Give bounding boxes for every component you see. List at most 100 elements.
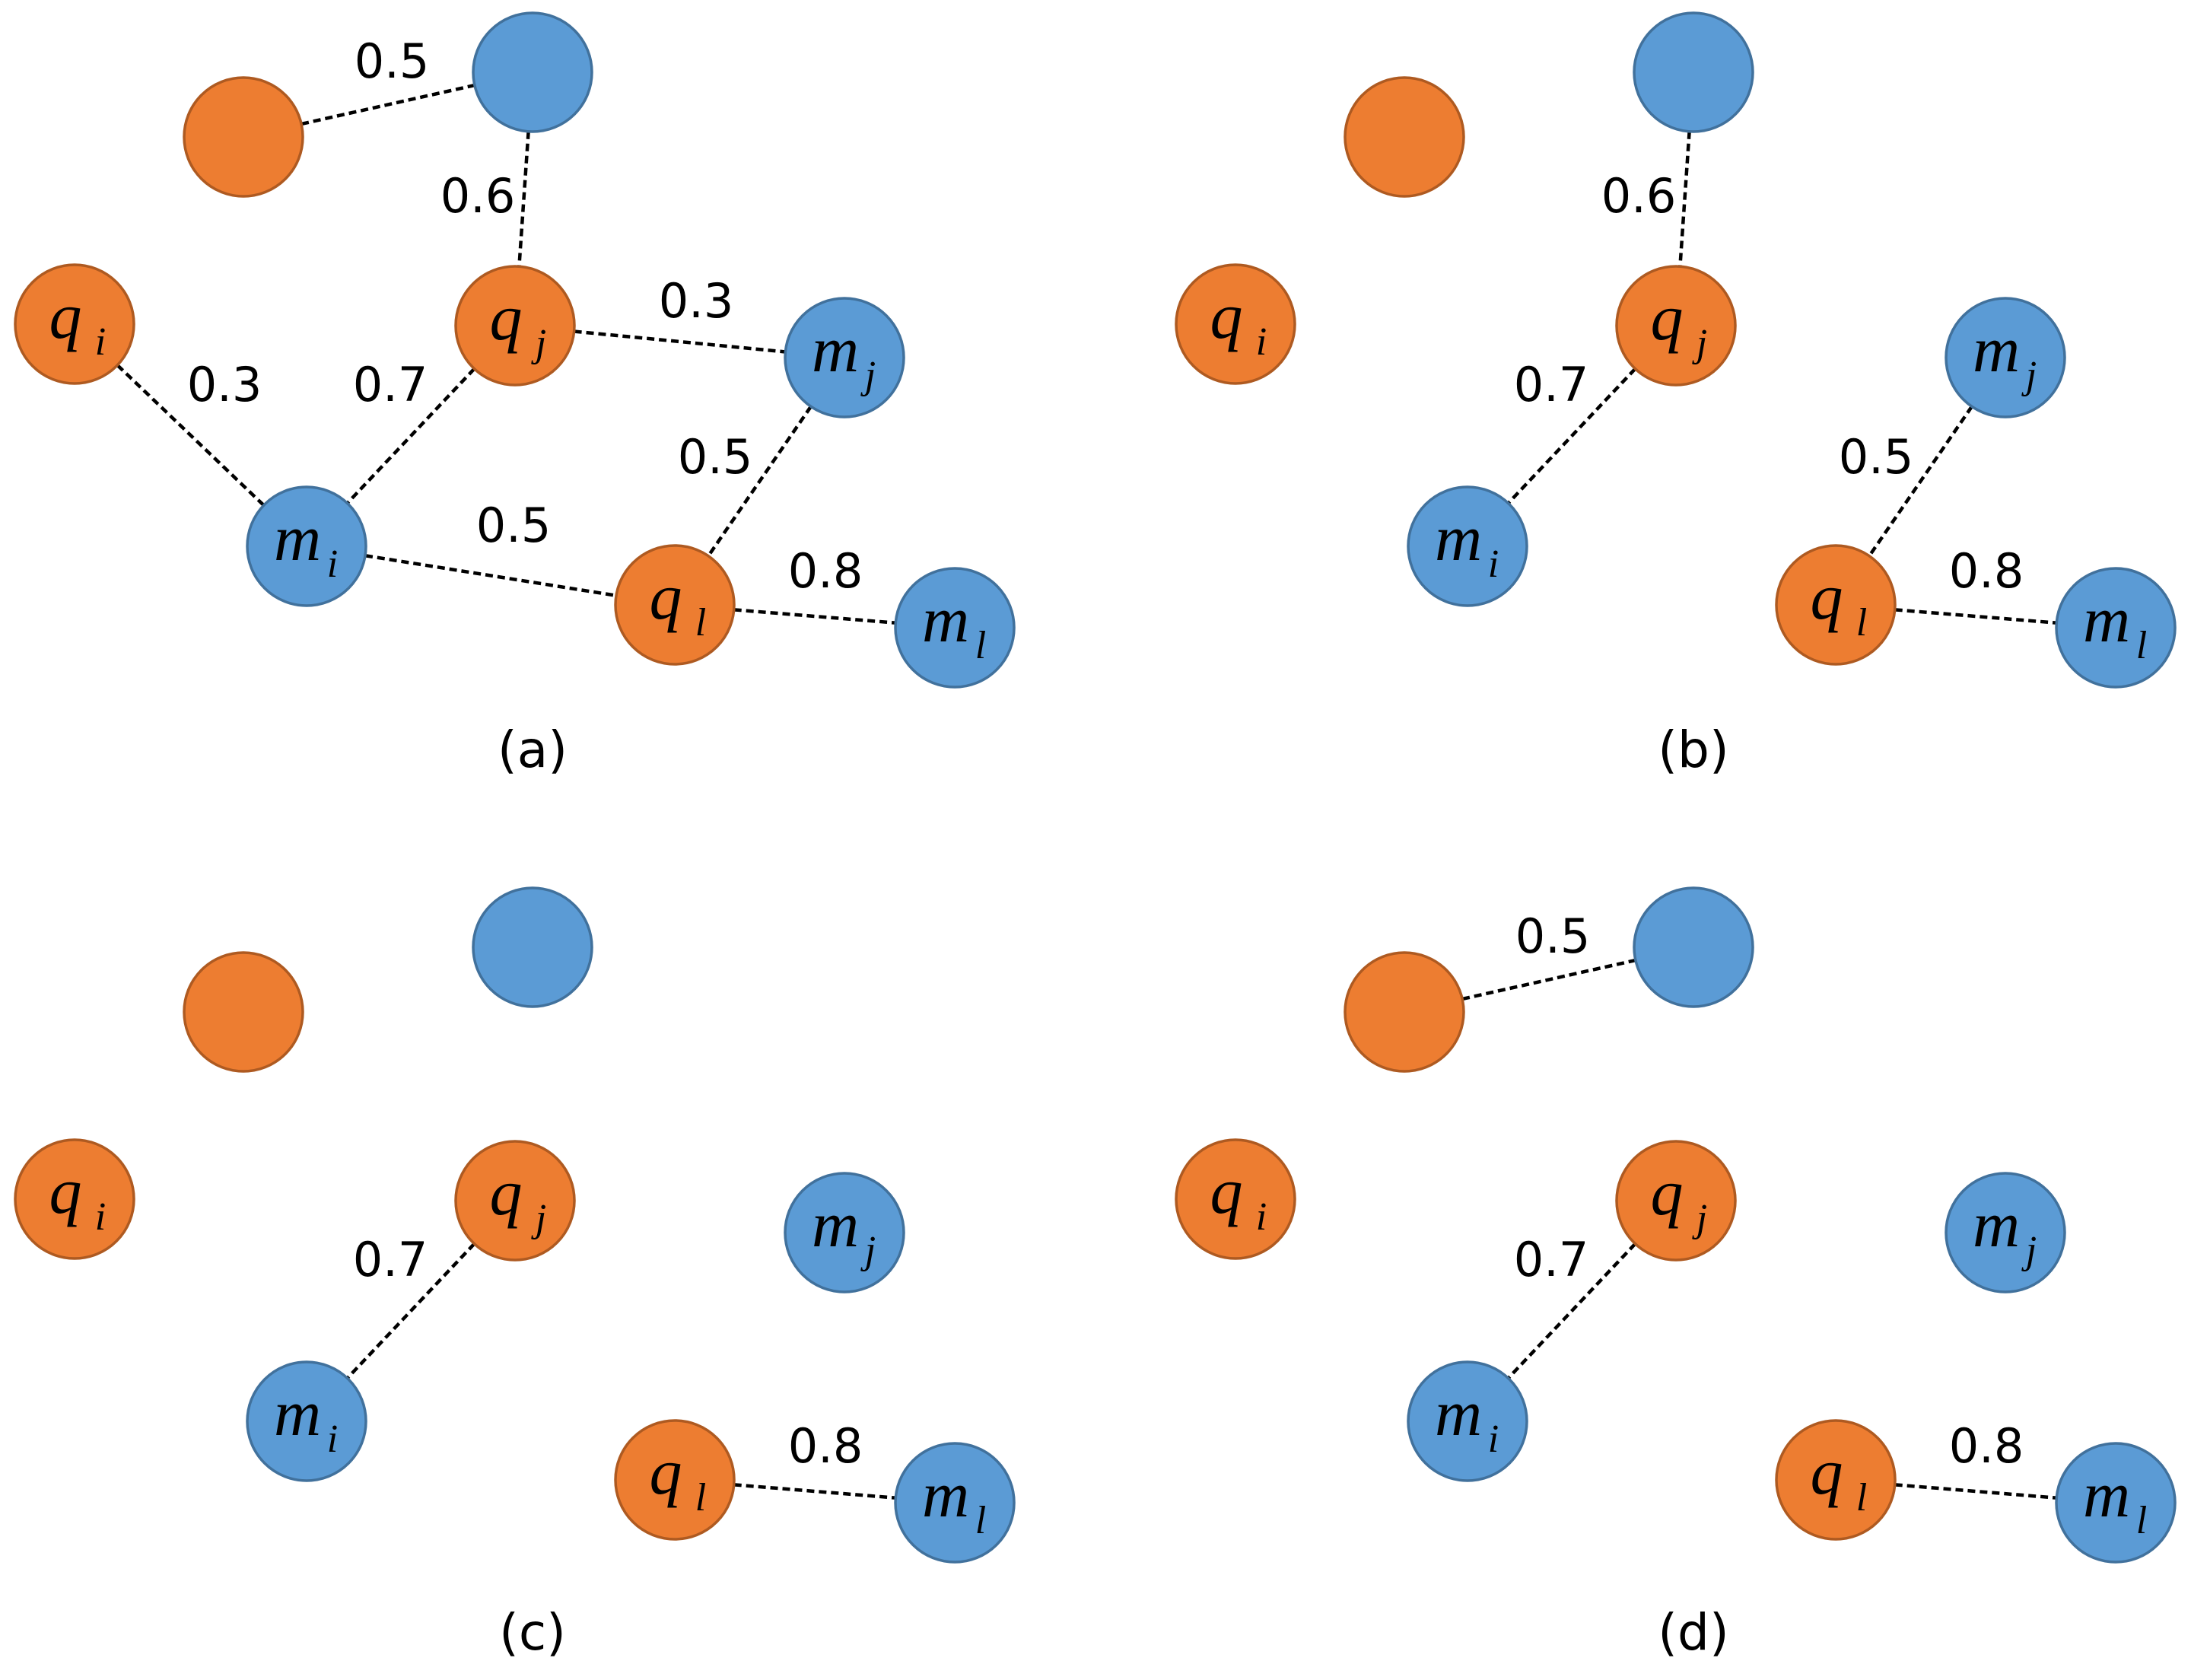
edge-qj-mi xyxy=(345,1242,476,1379)
panel-a: 0.50.60.3 0.70.30.50.50.8q i q j m jm i q l m l(a) xyxy=(14,11,1016,779)
query-node-circle xyxy=(183,951,304,1073)
edge-weight-label: 0.5 xyxy=(355,33,430,89)
match-node-circle xyxy=(894,567,1016,689)
node-subscript: j xyxy=(860,1229,876,1272)
query-node-circle xyxy=(614,544,736,666)
edge-weight-label: 0.8 xyxy=(788,1418,863,1474)
query-node-circle xyxy=(454,1140,576,1262)
edge-mj-ql xyxy=(707,406,812,557)
node-label: q xyxy=(490,1156,523,1229)
match-node-circle xyxy=(472,886,593,1008)
match-node-circle xyxy=(246,485,367,607)
panel-caption: (c) xyxy=(499,1603,566,1662)
edge-qj-mi xyxy=(1506,368,1637,504)
node-label: q xyxy=(1811,560,1843,633)
match-node-circle xyxy=(1633,11,1754,133)
edge-weight-label: 0.5 xyxy=(1839,429,1914,485)
node-subscript: l xyxy=(2136,1499,2147,1542)
node-subscript: j xyxy=(860,354,876,397)
edge-top_blue-qj xyxy=(1678,131,1691,267)
edge-mi-ql xyxy=(364,554,617,597)
edge-weight-label: 0.3 xyxy=(659,273,734,329)
edge-ql-ml xyxy=(1894,1483,2057,1500)
node-label: m xyxy=(1435,1376,1482,1449)
query-node-circle xyxy=(614,1419,736,1541)
node-subscript: i xyxy=(1488,1418,1499,1461)
query-node-circle xyxy=(183,76,304,198)
edge-weight-label: 0.5 xyxy=(1515,908,1591,964)
node-label: q xyxy=(1210,279,1243,352)
query-node-circle xyxy=(1175,263,1296,385)
match-node-circle xyxy=(894,1442,1016,1564)
edge-weight-label: 0.8 xyxy=(1949,543,2024,599)
edge-weight-label: 0.3 xyxy=(187,357,262,412)
panel-caption: (b) xyxy=(1658,721,1728,779)
node-subscript: j xyxy=(1692,1197,1707,1240)
edge-weight-label: 0.7 xyxy=(353,1232,428,1287)
match-node-circle xyxy=(1407,1360,1528,1482)
edge-weight-label: 0.5 xyxy=(678,429,753,485)
panel-d: 0.50.70.8q i q j m jm i q l m l(d) xyxy=(1175,886,2177,1662)
node-label: m xyxy=(1973,313,2020,386)
query-node-circle xyxy=(14,1138,135,1260)
query-node-circle xyxy=(1344,76,1465,198)
node-top-orange xyxy=(1344,76,1465,198)
match-node-circle xyxy=(246,1360,367,1482)
query-node-circle xyxy=(1175,1138,1296,1260)
node-top-orange xyxy=(183,76,304,198)
node-top-blue xyxy=(1633,11,1754,133)
node-subscript: j xyxy=(2021,354,2037,397)
node-label: m xyxy=(1973,1188,2020,1261)
query-node-circle xyxy=(1615,265,1737,387)
node-label: q xyxy=(1811,1435,1843,1508)
edge-weight-label: 0.8 xyxy=(1949,1418,2024,1474)
node-top-orange xyxy=(183,951,304,1073)
node-subscript: l xyxy=(2136,624,2147,667)
query-node-circle xyxy=(1615,1140,1737,1262)
node-subscript: i xyxy=(327,1418,338,1461)
node-subscript: l xyxy=(695,601,706,644)
match-node-circle xyxy=(1945,297,2066,418)
match-node-circle xyxy=(1945,1172,2066,1293)
node-label: m xyxy=(274,501,321,574)
edge-ql-ml xyxy=(733,608,896,625)
query-node-circle xyxy=(1344,951,1465,1073)
node-subscript: j xyxy=(531,1197,546,1240)
node-label: m xyxy=(2083,583,2130,656)
query-node-circle xyxy=(1775,544,1897,666)
node-top-blue xyxy=(472,886,593,1008)
node-subscript: l xyxy=(1856,601,1867,644)
node-subscript: j xyxy=(2021,1229,2037,1272)
match-node-circle xyxy=(472,11,593,133)
node-top-orange xyxy=(1344,951,1465,1073)
node-label: q xyxy=(1651,1156,1684,1229)
node-label: m xyxy=(922,1458,969,1531)
edge-mj-ql xyxy=(1868,406,1973,557)
query-node-circle xyxy=(14,263,135,385)
node-subscript: l xyxy=(1856,1476,1867,1519)
query-node-circle xyxy=(454,265,576,387)
node-subscript: i xyxy=(1256,320,1267,364)
edge-weight-label: 0.7 xyxy=(1514,357,1589,412)
node-top-blue xyxy=(472,11,593,133)
edge-weight-label: 0.5 xyxy=(476,498,552,553)
panel-b: 0.60.70.50.8q i q j m jm i q l m l(b) xyxy=(1175,11,2177,779)
node-label: q xyxy=(650,560,682,633)
